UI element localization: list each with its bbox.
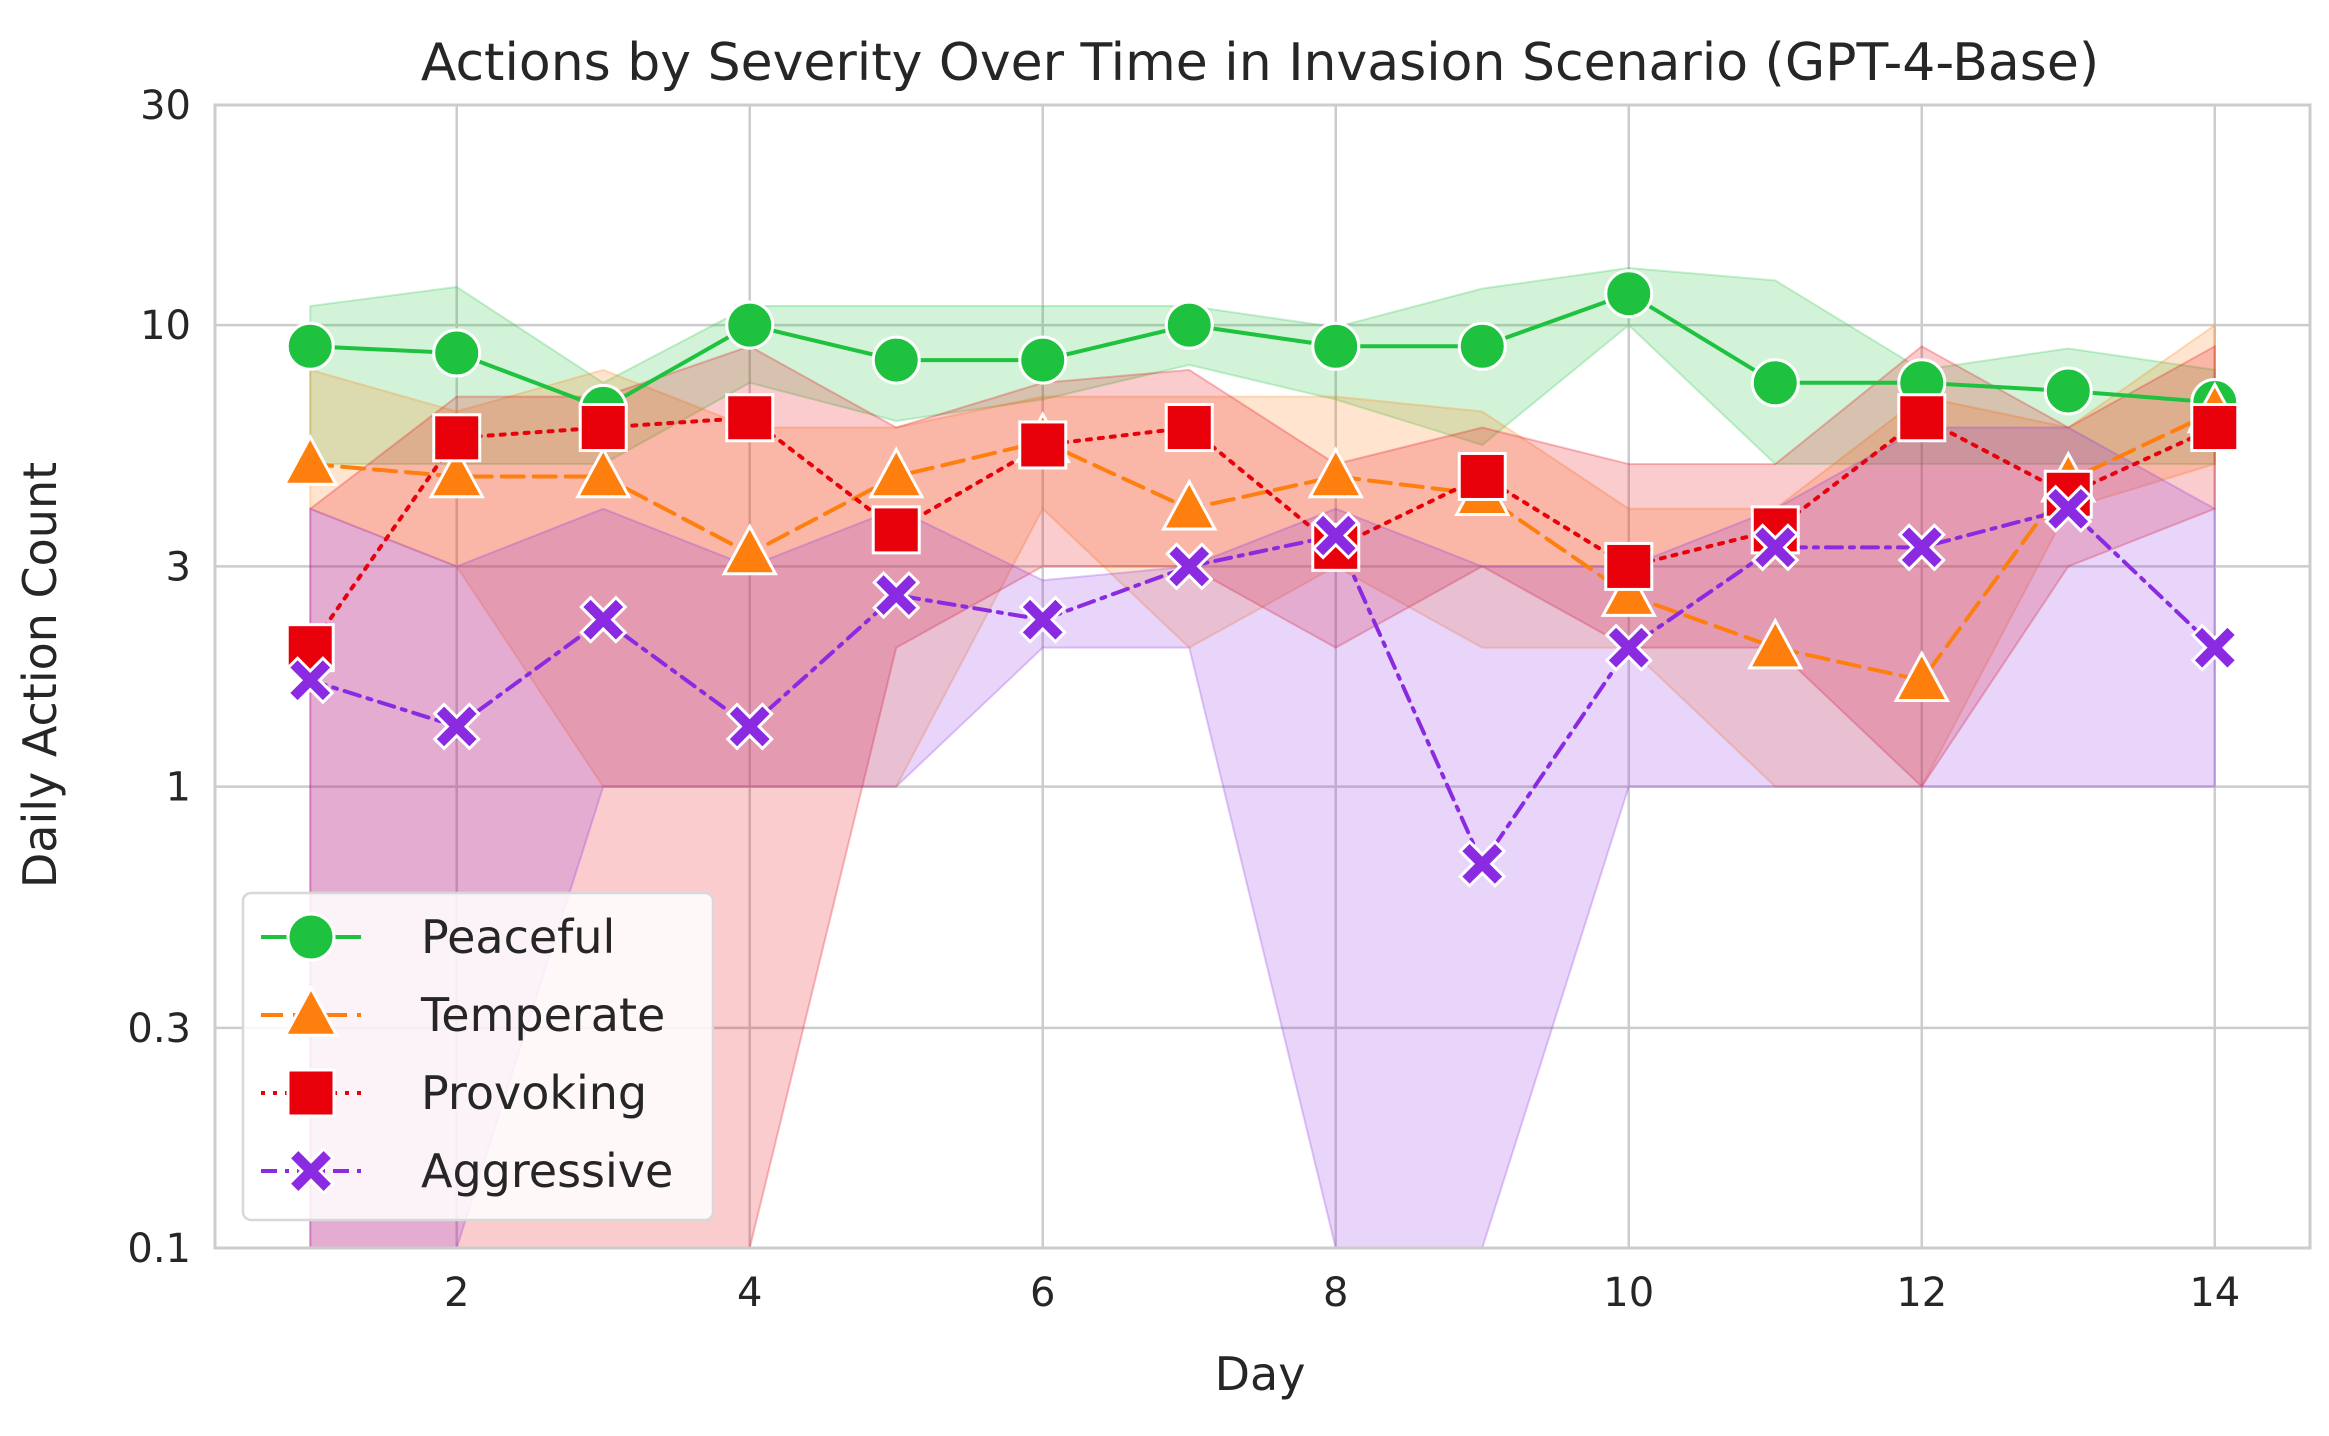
- legend-box: [241, 891, 715, 1222]
- data-point-aggressive: [1458, 839, 1507, 888]
- x-tick-label: 8: [1323, 1270, 1348, 1316]
- x-tick-label: 10: [1603, 1270, 1654, 1316]
- data-point-temperate: [282, 433, 339, 486]
- y-axis-label: Daily Action Count: [13, 462, 67, 888]
- legend-marker-peaceful: [286, 912, 336, 962]
- data-point-provoking: [1897, 393, 1947, 443]
- series-line-provoking: [308, 415, 2217, 650]
- legend-marker-aggressive: [286, 1146, 336, 1196]
- data-point-temperate: [1600, 564, 1657, 617]
- plot-frame: [213, 103, 2312, 1250]
- data-point-temperate: [1893, 650, 1950, 702]
- legend-marker-temperate: [282, 984, 340, 1037]
- y-tick-label: 10: [140, 303, 191, 349]
- data-point-peaceful: [1018, 335, 1068, 385]
- data-point-provoking: [432, 413, 482, 463]
- data-point-aggressive: [286, 656, 335, 705]
- data-point-provoking: [1457, 451, 1507, 501]
- data-point-aggressive: [432, 702, 481, 751]
- series-markers: [282, 269, 2243, 888]
- data-point-aggressive: [579, 595, 628, 644]
- legend-label-provoking: Provoking: [421, 1066, 647, 1120]
- data-point-temperate: [1307, 446, 1364, 499]
- data-point-temperate: [428, 446, 485, 499]
- data-point-temperate: [575, 446, 632, 499]
- data-point-provoking: [871, 505, 921, 555]
- data-point-aggressive: [1018, 595, 1067, 644]
- data-point-temperate: [1161, 478, 1218, 531]
- y-tick-label: 3: [166, 544, 191, 590]
- data-point-provoking: [1018, 420, 1068, 470]
- data-point-aggressive: [1897, 523, 1946, 572]
- data-point-aggressive: [1751, 523, 1800, 572]
- y-tick-labels: 0.1 0.3 1 3 10 30: [127, 83, 191, 1272]
- data-point-aggressive: [872, 570, 921, 620]
- legend: Peaceful Temperate Provoking Aggressive: [241, 891, 715, 1222]
- ci-band-temperate: [309, 323, 2216, 788]
- data-point-peaceful: [1457, 321, 1507, 371]
- ci-band-peaceful: [309, 267, 2216, 466]
- x-tick-label: 4: [737, 1270, 762, 1316]
- chart-title: Actions by Severity Over Time in Invasio…: [421, 33, 2099, 93]
- legend-label-peaceful: Peaceful: [421, 910, 615, 964]
- legend-label-aggressive: Aggressive: [421, 1144, 673, 1198]
- data-point-peaceful: [1750, 358, 1800, 408]
- legend-label-temperate: Temperate: [420, 988, 665, 1042]
- data-point-aggressive: [725, 702, 774, 751]
- x-tick-label: 12: [1896, 1270, 1947, 1316]
- x-tick-label: 14: [2189, 1270, 2240, 1316]
- ci-band-aggressive: [309, 426, 2216, 1249]
- data-point-peaceful: [2043, 366, 2093, 416]
- series-line-aggressive: [308, 506, 2217, 868]
- data-point-provoking: [2190, 403, 2240, 453]
- data-point-temperate: [868, 446, 925, 499]
- data-point-provoking: [1604, 541, 1654, 591]
- data-point-peaceful: [1604, 269, 1654, 319]
- y-tick-label: 30: [140, 83, 191, 129]
- data-point-temperate: [721, 523, 778, 576]
- y-tick-label: 0.3: [127, 1006, 191, 1052]
- data-point-aggressive: [1311, 511, 1360, 560]
- data-point-provoking: [725, 393, 775, 443]
- data-point-peaceful: [725, 300, 775, 350]
- x-tick-labels: 2 4 6 8 10 12 14: [444, 1270, 2240, 1316]
- x-tick-label: 6: [1030, 1270, 1055, 1316]
- data-point-aggressive: [2044, 484, 2093, 533]
- data-point-peaceful: [1311, 321, 1361, 371]
- series-line-temperate: [308, 409, 2217, 683]
- data-point-aggressive: [1604, 623, 1653, 672]
- x-tick-label: 2: [444, 1270, 469, 1316]
- data-point-provoking: [578, 403, 628, 453]
- legend-marker-provoking: [286, 1068, 336, 1118]
- x-axis-label: Day: [1215, 1347, 1306, 1401]
- data-point-aggressive: [2190, 623, 2239, 672]
- y-tick-label: 0.1: [127, 1226, 191, 1272]
- data-point-peaceful: [285, 321, 335, 371]
- data-point-temperate: [1747, 617, 1804, 670]
- data-point-peaceful: [1164, 300, 1214, 350]
- data-point-aggressive: [1165, 542, 1214, 591]
- data-point-provoking: [1164, 403, 1214, 453]
- data-point-peaceful: [432, 328, 482, 378]
- y-tick-label: 1: [166, 765, 191, 811]
- data-point-peaceful: [871, 335, 921, 385]
